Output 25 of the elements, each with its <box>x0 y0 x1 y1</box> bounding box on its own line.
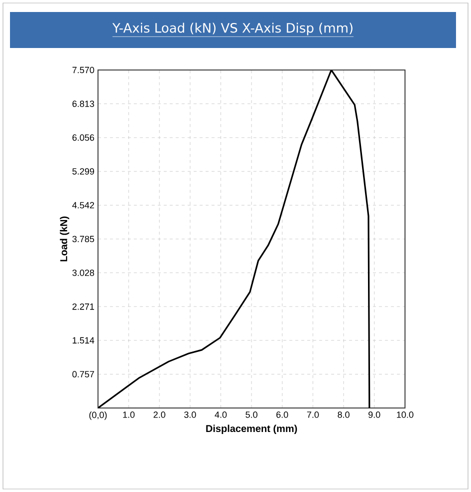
y-tick-label: 7.570 <box>72 66 94 74</box>
y-tick-label: 3.028 <box>72 270 94 276</box>
y-axis-title: Load (kN) <box>60 216 70 262</box>
y-tick-label: 2.271 <box>72 303 94 310</box>
y-tick-label: 4.542 <box>72 202 94 208</box>
y-tick-label: 3.785 <box>72 236 94 242</box>
x-tick-label: 10.0 <box>396 412 414 418</box>
y-tick-label: 1.514 <box>72 337 94 344</box>
x-tick-label: (0,0) <box>89 412 107 420</box>
y-tick-label: 0.757 <box>72 371 94 378</box>
y-tick-label: 6.813 <box>72 100 94 107</box>
x-tick-label: 7.0 <box>307 412 319 418</box>
x-tick-label: 2.0 <box>154 412 166 418</box>
x-tick-label: 1.0 <box>123 412 135 418</box>
x-axis-title: Displacement (mm) <box>206 424 297 434</box>
x-tick-label: 6.0 <box>276 412 288 418</box>
x-tick-label: 8.0 <box>338 412 350 418</box>
y-tick-label: 6.056 <box>72 134 94 141</box>
x-tick-label: 4.0 <box>214 412 227 418</box>
line-series <box>98 70 370 408</box>
x-tick-label: 5.0 <box>246 412 258 418</box>
x-tick-label: 9.0 <box>368 412 380 418</box>
y-tick-label: 5.299 <box>72 168 94 175</box>
chart-title: Y-Axis Load (kN) VS X-Axis Disp (mm) <box>112 22 352 36</box>
x-tick-label: 3.0 <box>184 412 196 418</box>
